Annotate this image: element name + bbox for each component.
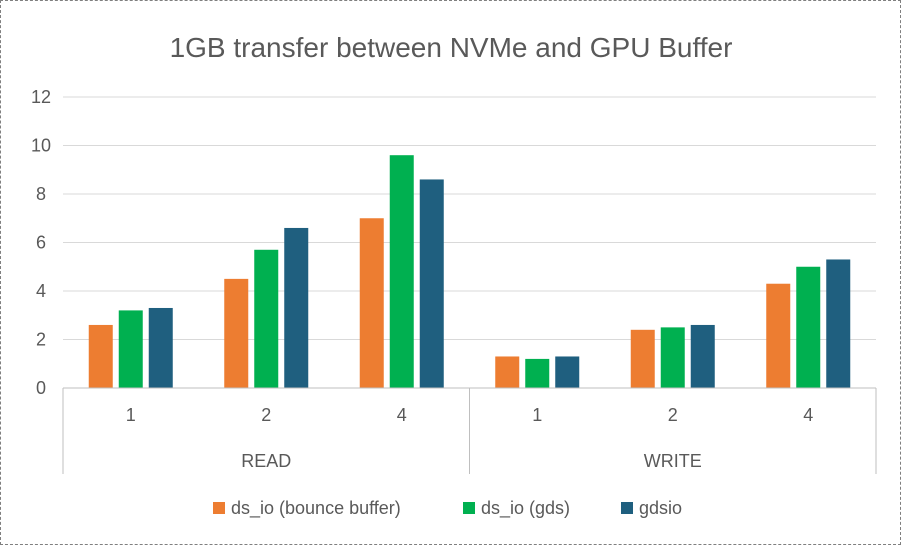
gridlines bbox=[63, 96, 876, 340]
bar-gdsio bbox=[555, 356, 580, 388]
bar-gdsio bbox=[690, 324, 715, 388]
x-tick-label: 4 bbox=[803, 405, 813, 425]
legend-label: gdsio bbox=[639, 498, 682, 518]
bar-gdsio bbox=[148, 307, 173, 388]
y-tick-label: 2 bbox=[36, 330, 46, 350]
bar-ds-io-bounce-buffer- bbox=[766, 283, 791, 388]
legend: ds_io (bounce buffer) ds_io (gds) gdsio bbox=[213, 498, 682, 519]
bar-ds-io-gds- bbox=[389, 155, 414, 388]
y-tick-label: 12 bbox=[31, 87, 51, 107]
bar-ds-io-bounce-buffer- bbox=[224, 278, 249, 388]
bar-ds-io-gds- bbox=[796, 266, 821, 388]
legend-label: ds_io (bounce buffer) bbox=[231, 498, 401, 519]
y-tick-label: 10 bbox=[31, 136, 51, 156]
y-tick-label: 6 bbox=[36, 233, 46, 253]
y-axis-tick-labels: 0 2 4 6 8 10 12 bbox=[31, 87, 51, 398]
bar-gdsio bbox=[419, 179, 444, 388]
x-tick-label: 4 bbox=[397, 405, 407, 425]
bar-ds-io-gds- bbox=[254, 249, 279, 388]
bar-ds-io-gds- bbox=[118, 310, 143, 388]
x-tick-label: 2 bbox=[261, 405, 271, 425]
x-axis: 1 2 4 READ 1 2 4 WRITE bbox=[62, 387, 877, 474]
y-tick-label: 0 bbox=[36, 378, 46, 398]
legend-label: ds_io (gds) bbox=[481, 498, 570, 519]
bar-gdsio bbox=[826, 259, 851, 388]
bar-ds-io-bounce-buffer- bbox=[630, 329, 655, 388]
x-group-label: WRITE bbox=[644, 451, 702, 471]
y-tick-label: 4 bbox=[36, 281, 46, 301]
bar-ds-io-bounce-buffer- bbox=[88, 324, 113, 388]
legend-swatch bbox=[621, 502, 633, 514]
bar-ds-io-bounce-buffer- bbox=[495, 356, 520, 388]
x-tick-label: 1 bbox=[532, 405, 542, 425]
legend-swatch bbox=[213, 502, 225, 514]
bar-ds-io-gds- bbox=[525, 358, 550, 388]
bar-gdsio bbox=[284, 227, 309, 388]
bar-ds-io-gds- bbox=[660, 327, 685, 388]
bar-ds-io-bounce-buffer- bbox=[359, 218, 384, 388]
legend-swatch bbox=[463, 502, 475, 514]
y-tick-label: 8 bbox=[36, 184, 46, 204]
bars bbox=[88, 155, 851, 388]
x-tick-label: 2 bbox=[668, 405, 678, 425]
x-tick-label: 1 bbox=[126, 405, 136, 425]
chart-title: 1GB transfer between NVMe and GPU Buffer bbox=[170, 32, 733, 63]
x-group-label: READ bbox=[241, 451, 291, 471]
